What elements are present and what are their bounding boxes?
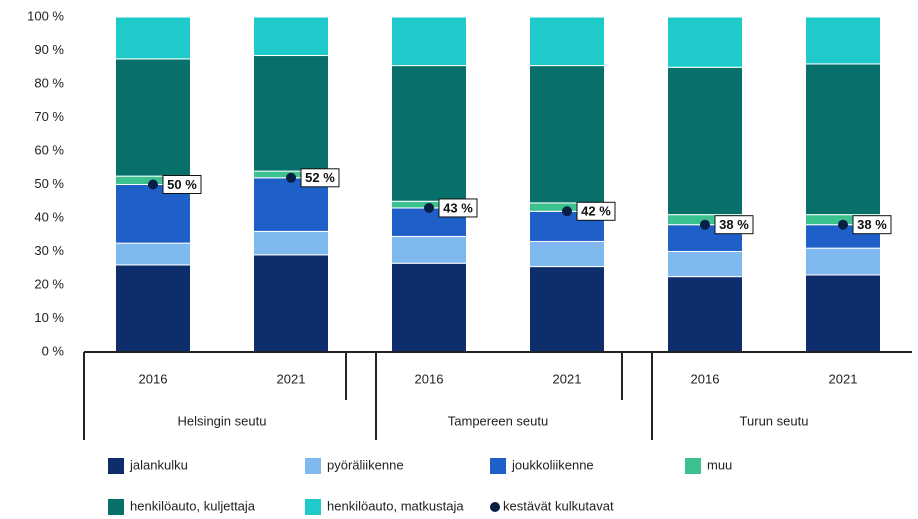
legend-label: kestävät kulkutavat (503, 498, 614, 513)
value-label: 38 % (857, 217, 887, 232)
value-label-box (576, 201, 616, 221)
marker (148, 179, 158, 190)
bar-segment (667, 251, 743, 278)
bar-segment (115, 184, 191, 244)
y-tick-label: 90 % (34, 42, 64, 57)
legend-swatch (305, 499, 321, 515)
bar-segment (667, 16, 743, 68)
bar-segment (667, 66, 743, 216)
group-label: Helsingin seutu (178, 413, 267, 428)
value-label: 52 % (305, 170, 335, 185)
marker (838, 219, 848, 230)
bar-segment (805, 16, 881, 65)
value-label-box (852, 215, 892, 235)
value-label: 38 % (719, 217, 749, 232)
y-tick-label: 40 % (34, 209, 64, 224)
y-tick-label: 10 % (34, 310, 64, 325)
group-label: Tampereen seutu (448, 413, 548, 428)
legend-label: henkilöauto, kuljettaja (130, 498, 256, 513)
legend-label: jalankulku (129, 457, 188, 472)
value-label: 43 % (443, 200, 473, 215)
bar-segment (529, 65, 605, 204)
y-tick-label: 70 % (34, 109, 64, 124)
y-tick-label: 20 % (34, 276, 64, 291)
value-label-box (714, 215, 754, 235)
legend-swatch (108, 458, 124, 474)
bar-segment (115, 16, 191, 60)
value-label-box (162, 175, 202, 194)
bar-segment (115, 58, 191, 177)
legend-swatch (685, 458, 701, 474)
x-tick-label: 2016 (691, 371, 720, 386)
bar-segment (391, 235, 467, 264)
y-tick-label: 50 % (34, 176, 64, 191)
bar-segment (667, 276, 743, 353)
bar-segment (115, 242, 191, 266)
bar-segment (529, 266, 605, 353)
legend-label: henkilöauto, matkustaja (327, 498, 464, 513)
marker (562, 206, 572, 217)
bar-segment (115, 264, 191, 353)
legend-label: muu (707, 457, 732, 472)
x-tick-label: 2021 (277, 371, 306, 386)
y-tick-label: 60 % (34, 142, 64, 157)
bar-segment (805, 247, 881, 276)
y-tick-label: 100 % (27, 8, 64, 23)
x-tick-label: 2016 (139, 371, 168, 386)
marker (424, 202, 434, 213)
y-tick-label: 80 % (34, 75, 64, 90)
bar-segment (253, 254, 329, 353)
y-tick-label: 30 % (34, 243, 64, 258)
bar-segment (529, 240, 605, 268)
value-label: 42 % (581, 204, 611, 219)
bar-segment (805, 63, 881, 216)
bar-segment (253, 230, 329, 256)
bar-segment (253, 16, 329, 57)
legend-label: joukkoliikenne (511, 457, 594, 472)
bar-segment (391, 65, 467, 202)
bar-segment (805, 274, 881, 353)
y-tick-label: 0 % (42, 343, 65, 358)
legend-marker (490, 502, 500, 512)
x-tick-label: 2021 (553, 371, 582, 386)
bar-segment (529, 16, 605, 67)
marker (700, 219, 710, 230)
marker (286, 172, 296, 183)
bar-segment (253, 55, 329, 172)
legend-swatch (305, 458, 321, 474)
value-label-box (438, 198, 478, 218)
x-tick-label: 2016 (415, 371, 444, 386)
x-tick-label: 2021 (829, 371, 858, 386)
legend-label: pyöräliikenne (327, 457, 404, 472)
value-label: 50 % (167, 177, 197, 192)
legend-swatch (108, 499, 124, 515)
value-label-box (300, 168, 340, 188)
bar-segment (391, 16, 467, 67)
legend-swatch (490, 458, 506, 474)
group-label: Turun seutu (740, 413, 809, 428)
bar-segment (391, 262, 467, 353)
